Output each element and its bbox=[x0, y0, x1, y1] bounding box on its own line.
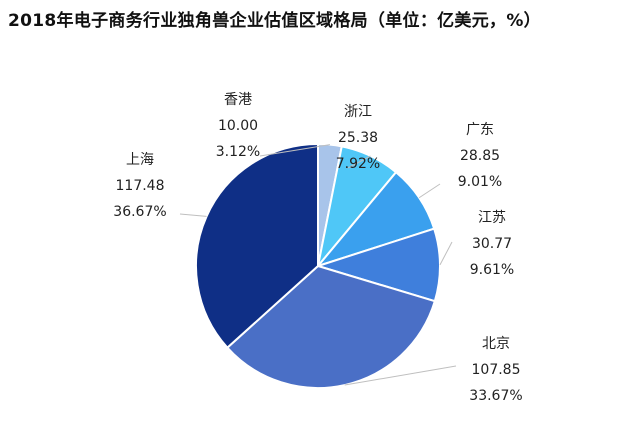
leader-line-香港 bbox=[259, 144, 331, 157]
label-percent-浙江: 7.92% bbox=[336, 156, 380, 172]
label-value-上海: 117.48 bbox=[116, 178, 165, 194]
label-name-浙江: 浙江 bbox=[344, 104, 372, 120]
leader-line-上海 bbox=[179, 213, 207, 217]
label-percent-北京: 33.67% bbox=[469, 388, 522, 404]
label-percent-广东: 9.01% bbox=[458, 174, 502, 190]
pie-slice-北京 bbox=[225, 264, 437, 389]
label-name-香港: 香港 bbox=[224, 92, 252, 108]
label-value-北京: 107.85 bbox=[472, 362, 521, 378]
label-name-广东: 广东 bbox=[466, 122, 494, 138]
label-value-香港: 10.00 bbox=[218, 118, 258, 134]
label-name-江苏: 江苏 bbox=[478, 210, 506, 226]
leader-line-浙江 bbox=[347, 155, 371, 169]
label-value-浙江: 25.38 bbox=[338, 130, 378, 146]
leader-line-江苏 bbox=[439, 241, 453, 266]
leader-line-北京 bbox=[344, 365, 457, 386]
chart-title: 2018年电子商务行业独角兽企业估值区域格局（单位：亿美元，%） bbox=[8, 11, 541, 31]
label-percent-江苏: 9.61% bbox=[470, 262, 514, 278]
label-value-江苏: 30.77 bbox=[472, 236, 512, 252]
leader-line-广东 bbox=[418, 183, 441, 199]
label-value-广东: 28.85 bbox=[460, 148, 500, 164]
pie-slice-上海 bbox=[195, 142, 319, 350]
label-name-上海: 上海 bbox=[126, 152, 154, 168]
label-percent-上海: 36.67% bbox=[113, 204, 166, 220]
label-name-北京: 北京 bbox=[482, 336, 510, 352]
pie-labels: 香港 10.00 3.12% 浙江 25.38 7.92% 广东 28.85 9.01% 江苏 30… bbox=[113, 92, 522, 404]
label-percent-香港: 3.12% bbox=[216, 144, 260, 160]
pie-slices bbox=[195, 142, 441, 389]
